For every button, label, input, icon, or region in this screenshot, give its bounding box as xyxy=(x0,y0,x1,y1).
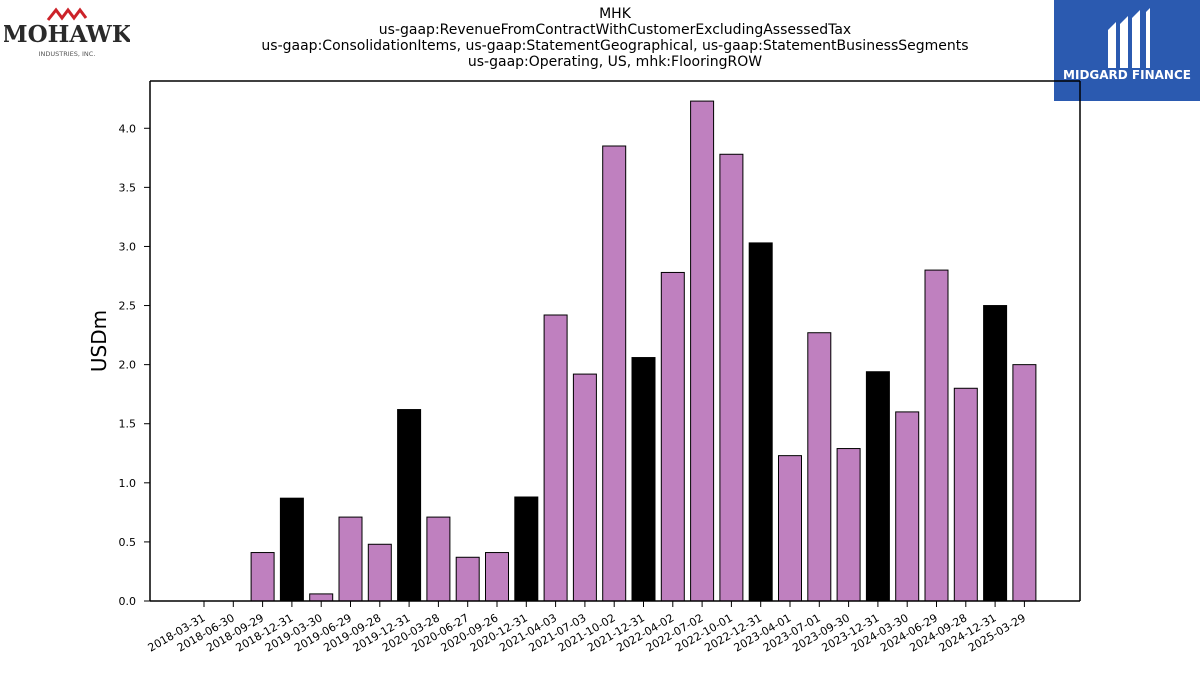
bar xyxy=(367,543,392,602)
chart-title-line: us-gaap:ConsolidationItems, us-gaap:Stat… xyxy=(261,38,969,54)
mohawk-subtitle: INDUSTRIES, INC. xyxy=(39,50,96,58)
y-tick-label: 1.5 xyxy=(119,418,137,431)
chart-title-line: MHK xyxy=(599,6,631,22)
y-tick-label: 2.5 xyxy=(119,300,137,313)
bar xyxy=(455,556,480,602)
bar xyxy=(426,516,451,602)
bar xyxy=(485,552,509,602)
y-tick-label: 2.0 xyxy=(119,359,137,372)
bar xyxy=(397,409,422,602)
bar xyxy=(631,357,656,602)
y-axis-label: USDm xyxy=(87,310,111,372)
midgard-finance-logo: MIDGARD FINANCE xyxy=(1054,0,1200,101)
bar xyxy=(250,552,275,602)
mohawk-wordmark: MOHAWK xyxy=(4,21,130,48)
bar xyxy=(865,371,890,602)
mohawk-logo-mark: MOHAWK INDUSTRIES, INC. xyxy=(2,7,133,58)
bar xyxy=(895,411,920,602)
mohawk-logo: MOHAWK INDUSTRIES, INC. xyxy=(2,4,133,60)
bar xyxy=(953,387,978,602)
y-tick-label: 4.0 xyxy=(119,122,137,135)
bar xyxy=(1012,364,1037,602)
bar xyxy=(279,497,304,602)
bar xyxy=(338,516,363,602)
bar xyxy=(836,448,861,602)
y-tick-label: 1.0 xyxy=(119,477,137,490)
chart-title-line: us-gaap:Operating, US, mhk:FlooringROW xyxy=(467,54,763,70)
bar xyxy=(807,332,832,602)
bar xyxy=(660,271,685,602)
bar xyxy=(543,314,568,602)
bar xyxy=(514,496,539,602)
chart-title-line: us-gaap:RevenueFromContractWithCustomerE… xyxy=(378,22,852,38)
bar xyxy=(572,373,597,602)
bar xyxy=(983,305,1008,602)
bar xyxy=(309,593,334,602)
bar xyxy=(748,242,773,602)
y-tick-label: 3.0 xyxy=(119,240,137,253)
y-tick-label: 0.0 xyxy=(119,595,137,608)
midgard-emblem-icon xyxy=(1108,8,1150,68)
bar xyxy=(778,455,802,602)
midgard-logo-mark xyxy=(1108,8,1150,68)
y-tick-label: 0.5 xyxy=(119,536,137,549)
mohawk-zigzag-icon xyxy=(46,7,88,21)
y-tick-label: 3.5 xyxy=(119,181,137,194)
bar xyxy=(690,100,715,602)
midgard-wordmark: MIDGARD FINANCE xyxy=(1063,68,1191,82)
chart-title: MHK us-gaap:RevenueFromContractWithCusto… xyxy=(215,6,1015,70)
bar xyxy=(602,145,627,602)
bar xyxy=(924,269,949,602)
bar xyxy=(719,153,744,602)
